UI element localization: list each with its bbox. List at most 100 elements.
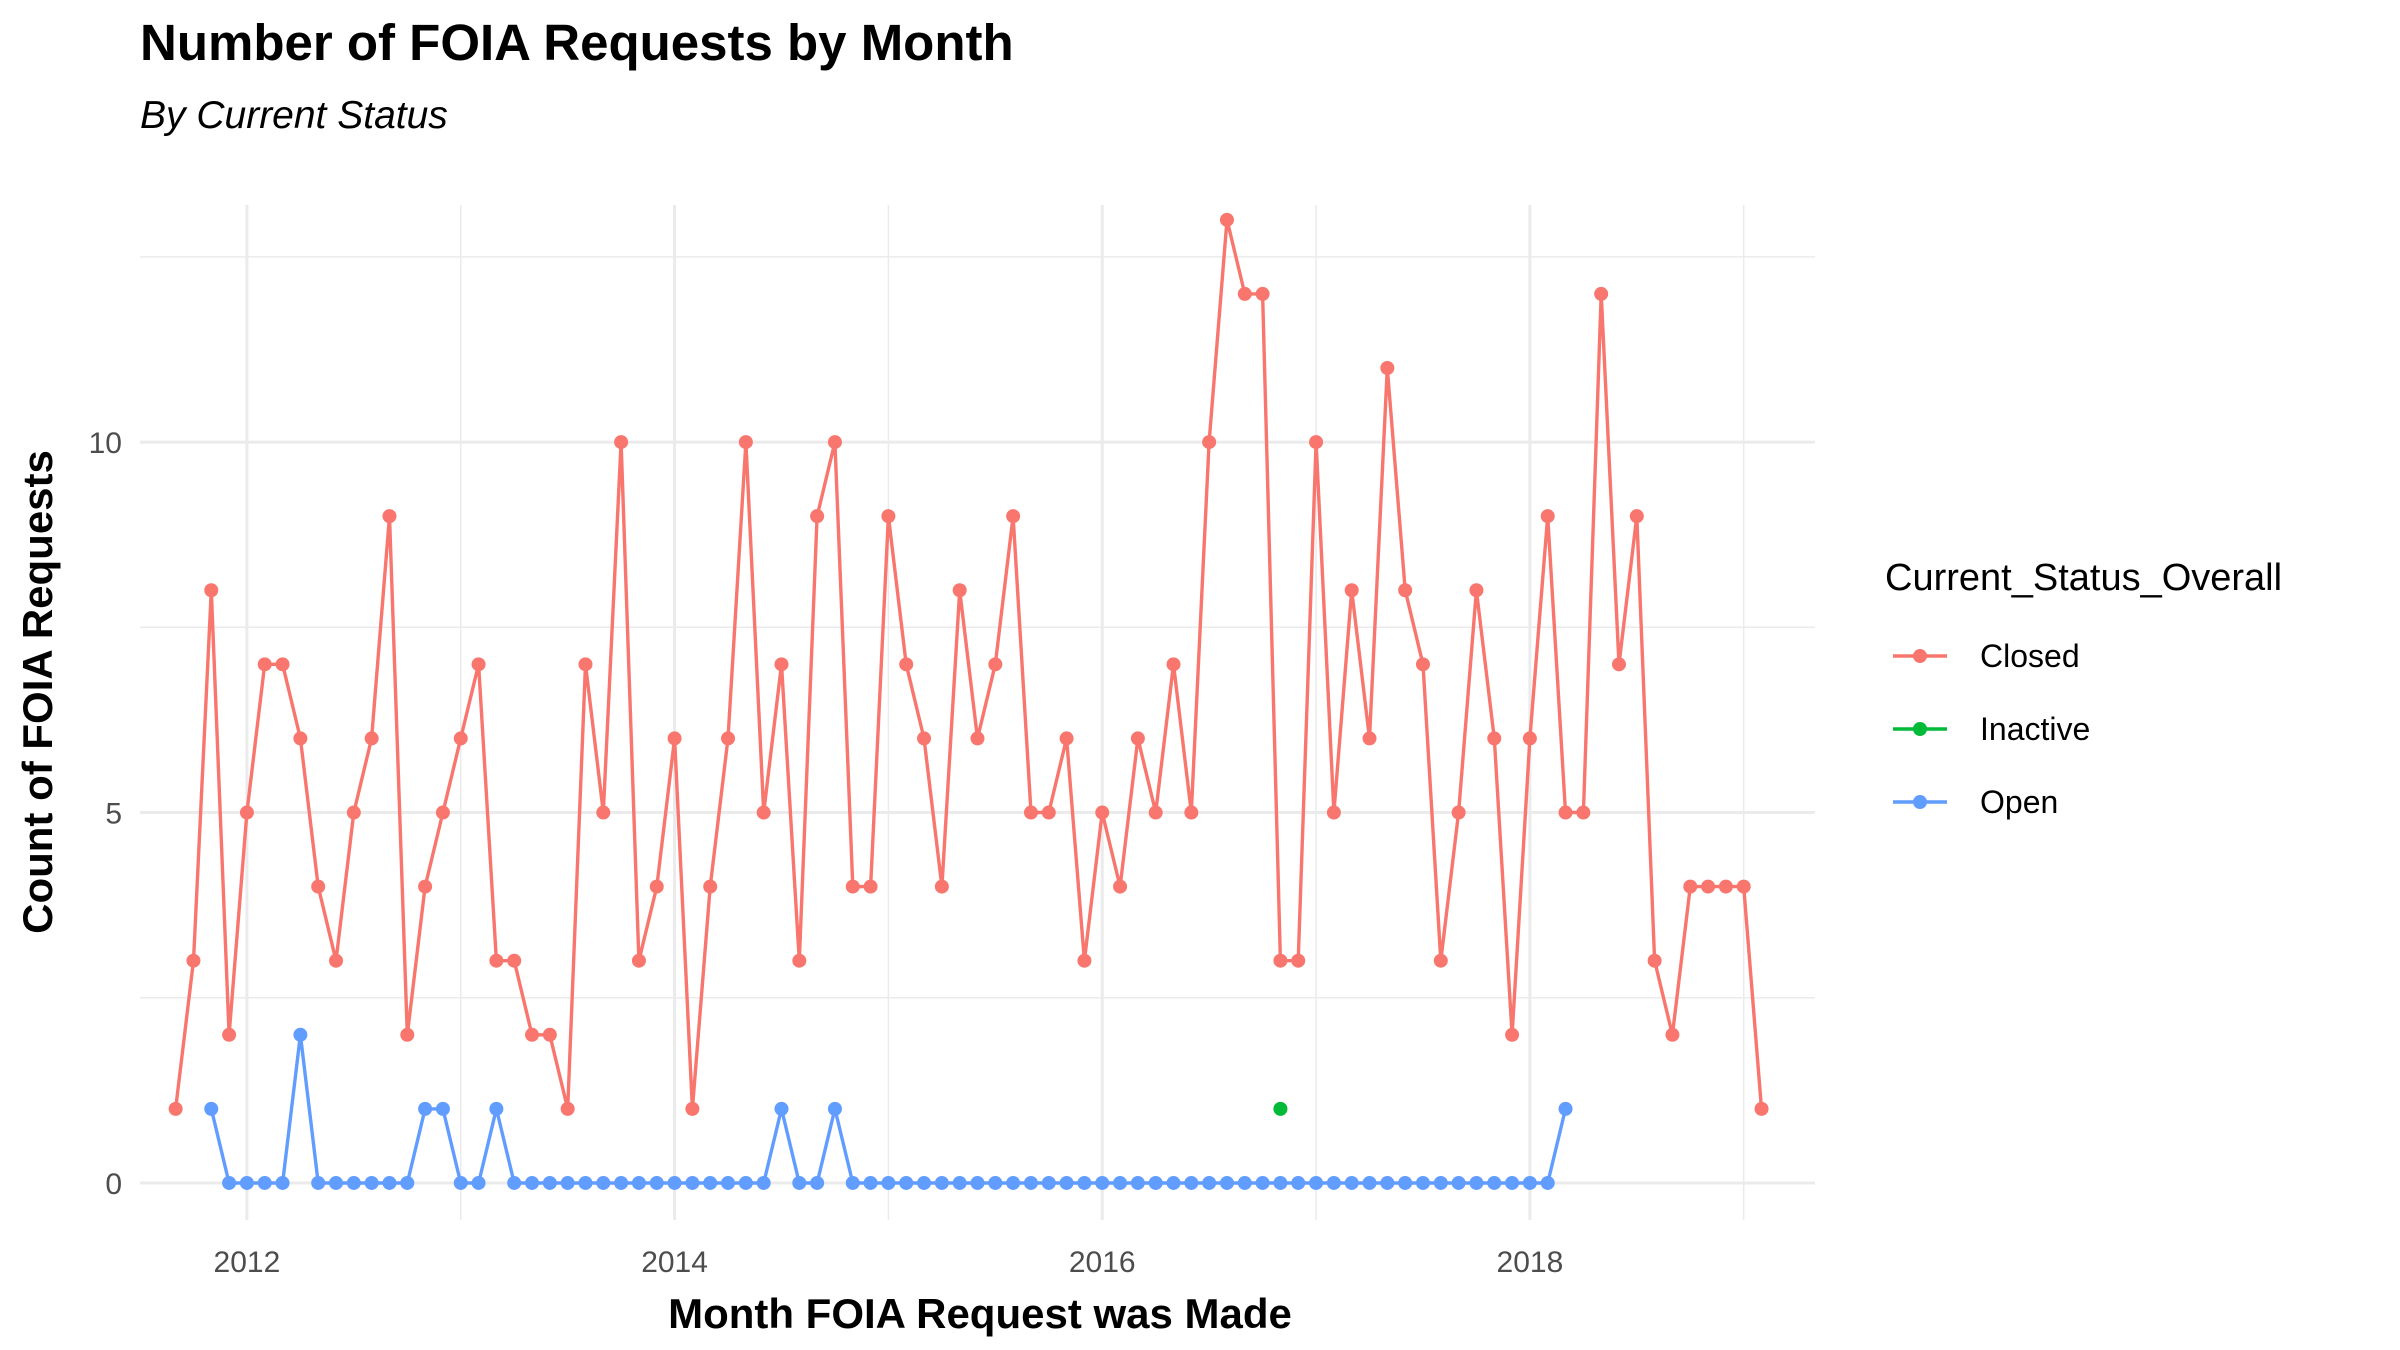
data-point-open: [667, 1175, 682, 1190]
data-point-open: [1237, 1175, 1252, 1190]
data-point-open: [507, 1175, 522, 1190]
data-point-closed: [1006, 509, 1021, 524]
data-point-open: [542, 1175, 557, 1190]
data-point-closed: [810, 509, 825, 524]
data-point-open: [952, 1175, 967, 1190]
data-point-closed: [1736, 879, 1751, 894]
data-point-closed: [1273, 953, 1288, 968]
data-point-closed: [1023, 805, 1038, 820]
data-point-open: [1398, 1175, 1413, 1190]
data-point-closed: [1451, 805, 1466, 820]
data-point-closed: [471, 657, 486, 672]
x-tick-label: 2018: [1497, 1246, 1564, 1279]
data-point-closed: [1255, 286, 1270, 301]
data-point-closed: [1219, 212, 1234, 227]
data-point-open: [435, 1101, 450, 1116]
data-point-closed: [1291, 953, 1306, 968]
data-point-closed: [863, 879, 878, 894]
y-tick-label: 5: [105, 798, 122, 831]
data-point-open: [1451, 1175, 1466, 1190]
data-point-open: [1166, 1175, 1181, 1190]
data-point-open: [649, 1175, 664, 1190]
data-point-closed: [881, 509, 896, 524]
legend-item-inactive: Inactive: [1893, 711, 2090, 747]
y-axis-ticks: 0 5 10: [89, 427, 122, 1201]
data-point-closed: [311, 879, 326, 894]
data-point-open: [881, 1175, 896, 1190]
data-point-open: [471, 1175, 486, 1190]
data-point-open: [364, 1175, 379, 1190]
data-point-open: [899, 1175, 914, 1190]
data-point-open: [988, 1175, 1003, 1190]
data-point-open: [1184, 1175, 1199, 1190]
data-point-open: [418, 1101, 433, 1116]
data-point-closed: [1629, 509, 1644, 524]
data-point-closed: [952, 583, 967, 598]
data-point-open: [631, 1175, 646, 1190]
data-point-open: [329, 1175, 344, 1190]
data-point-closed: [257, 657, 272, 672]
data-point-closed: [542, 1027, 557, 1042]
data-point-closed: [756, 805, 771, 820]
data-point-open: [721, 1175, 736, 1190]
data-point-open: [1041, 1175, 1056, 1190]
data-point-open: [863, 1175, 878, 1190]
data-point-closed: [275, 657, 290, 672]
data-point-closed: [667, 731, 682, 746]
data-point-open: [614, 1175, 629, 1190]
data-point-closed: [685, 1101, 700, 1116]
data-point-open: [810, 1175, 825, 1190]
data-point-open: [596, 1175, 611, 1190]
series-line-closed: [173, 218, 1764, 1111]
data-point-open: [1113, 1175, 1128, 1190]
data-point-open: [917, 1175, 932, 1190]
data-point-open: [703, 1175, 718, 1190]
x-tick-label: 2012: [214, 1246, 281, 1279]
data-point-closed: [1309, 435, 1324, 450]
data-point-closed: [631, 953, 646, 968]
series-layer: [168, 212, 1769, 1190]
data-point-open: [845, 1175, 860, 1190]
legend-item-closed: Closed: [1893, 638, 2080, 674]
data-point-closed: [525, 1027, 540, 1042]
data-point-closed: [1487, 731, 1502, 746]
data-point-open: [1219, 1175, 1234, 1190]
data-point-closed: [1326, 805, 1341, 820]
data-point-closed: [435, 805, 450, 820]
data-point-closed: [845, 879, 860, 894]
data-point-open: [311, 1175, 326, 1190]
data-point-open: [400, 1175, 415, 1190]
data-point-closed: [774, 657, 789, 672]
data-point-closed: [792, 953, 807, 968]
data-point-open: [1148, 1175, 1163, 1190]
data-point-open: [1095, 1175, 1110, 1190]
data-point-open: [1362, 1175, 1377, 1190]
data-point-closed: [596, 805, 611, 820]
data-point-open: [827, 1101, 842, 1116]
series-inactive: [1273, 1101, 1288, 1116]
data-point-closed: [204, 583, 219, 598]
data-point-open: [1344, 1175, 1359, 1190]
data-point-open: [738, 1175, 753, 1190]
series-open: [204, 1027, 1573, 1190]
series-closed: [168, 212, 1769, 1116]
legend-key-point: [1913, 795, 1927, 809]
data-point-closed: [1754, 1101, 1769, 1116]
data-point-open: [257, 1175, 272, 1190]
data-point-open: [1273, 1175, 1288, 1190]
data-point-closed: [614, 435, 629, 450]
data-point-closed: [1184, 805, 1199, 820]
data-point-closed: [507, 953, 522, 968]
data-point-closed: [1130, 731, 1145, 746]
data-point-closed: [899, 657, 914, 672]
chart-subtitle: By Current Status: [140, 94, 448, 137]
data-point-open: [239, 1175, 254, 1190]
data-point-closed: [970, 731, 985, 746]
data-point-open: [525, 1175, 540, 1190]
data-point-open: [1540, 1175, 1555, 1190]
data-point-open: [685, 1175, 700, 1190]
data-point-closed: [1540, 509, 1555, 524]
data-point-closed: [1433, 953, 1448, 968]
data-point-closed: [1380, 360, 1395, 375]
